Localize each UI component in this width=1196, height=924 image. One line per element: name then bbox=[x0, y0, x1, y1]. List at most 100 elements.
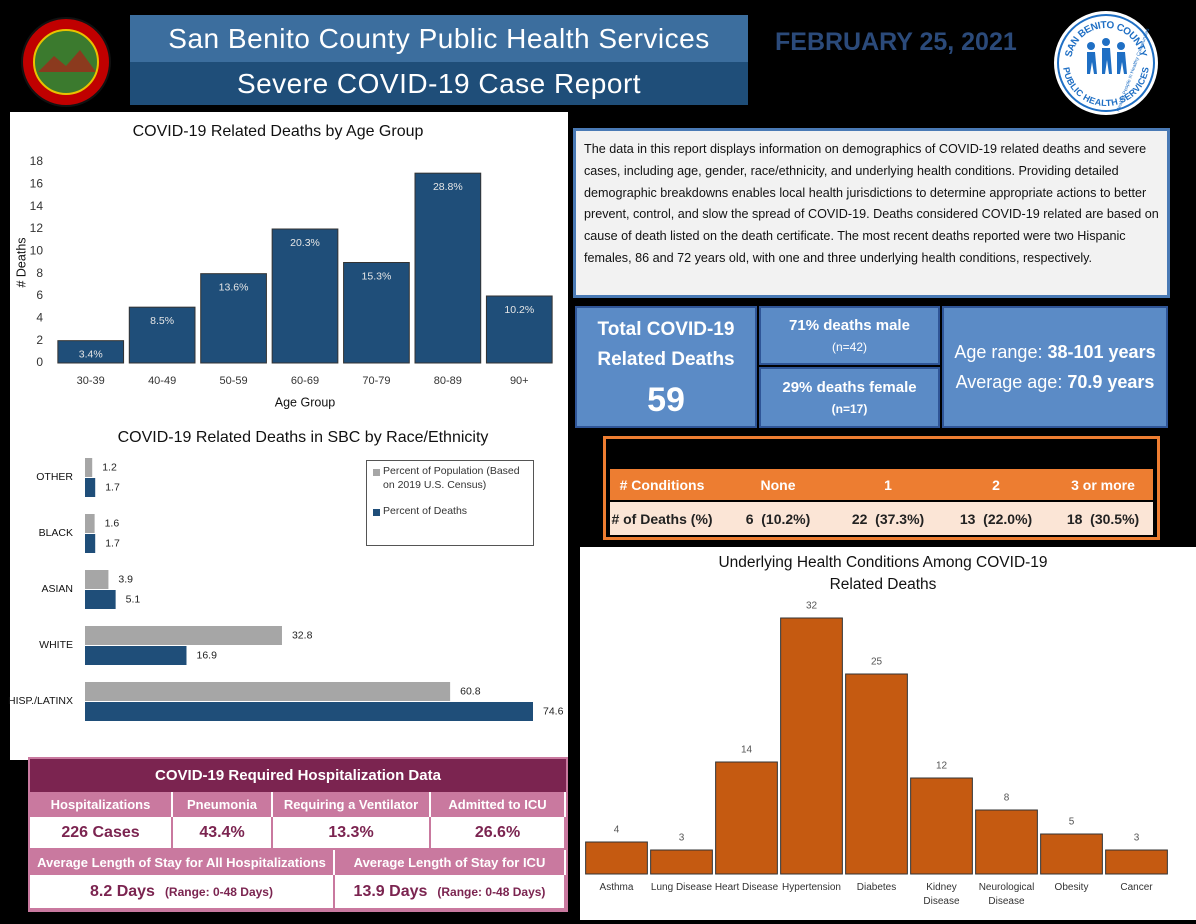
stay-days: 13.9 Days bbox=[353, 882, 428, 900]
legend-swatch bbox=[373, 509, 380, 516]
category-label: ASIAN bbox=[41, 583, 73, 595]
conditions-header-row bbox=[610, 469, 1153, 500]
x-tick-label: Obesity bbox=[1054, 882, 1089, 893]
y-tick-label: 2 bbox=[36, 333, 43, 347]
total-label: Total COVID-19 Related Deaths bbox=[597, 318, 735, 370]
bar bbox=[1105, 849, 1168, 875]
value-label: 1.6 bbox=[105, 517, 120, 529]
conditions-data-cell: # of Deaths (%) bbox=[611, 510, 713, 527]
value-label: 5.1 bbox=[126, 593, 141, 605]
conditions-data-cell: 22 (37.3%) bbox=[851, 510, 925, 527]
category-label: BLACK bbox=[39, 527, 73, 539]
bar-annotation: 15.3% bbox=[362, 270, 392, 282]
conditions-header-cell: None bbox=[760, 476, 796, 493]
value-label: 60.8 bbox=[460, 685, 481, 697]
bar-annotation: 3.4% bbox=[79, 348, 103, 360]
value-label: 3 bbox=[1134, 833, 1140, 844]
bar bbox=[585, 841, 648, 875]
value-label: 32.8 bbox=[292, 629, 313, 641]
bar bbox=[715, 761, 778, 875]
bar bbox=[85, 590, 116, 609]
x-tick-label: Lung Disease bbox=[650, 882, 713, 893]
x-tick-label: 90+ bbox=[510, 375, 529, 387]
health-logo: SAN BENITO COUNTY PUBLIC HEALTH SERVICES… bbox=[1054, 11, 1158, 115]
x-tick-label: 60-69 bbox=[291, 375, 319, 387]
stay-header: Average Length of Stay for ICU bbox=[335, 850, 566, 875]
hospitalization-title: COVID-19 Required Hospitalization Data bbox=[30, 759, 566, 792]
x-tick-label: 40-49 bbox=[148, 375, 176, 387]
value-label: 14 bbox=[741, 745, 753, 756]
chart-title: Underlying Health Conditions Among COVID… bbox=[718, 554, 1048, 593]
stay-value: 13.9 Days (Range: 0-48 Days) bbox=[335, 875, 566, 910]
conditions-header-cell: 2 bbox=[992, 476, 1000, 493]
male-n: (n=42) bbox=[831, 340, 868, 354]
hospitalization-value: 26.6% bbox=[431, 817, 566, 850]
x-tick-label: Kidney Disease bbox=[923, 882, 960, 907]
conditions-data-cell: 18 (30.5%) bbox=[1066, 510, 1140, 527]
x-tick-label: Heart Disease bbox=[714, 882, 779, 893]
total-box: Total COVID-19 Related Deaths 59 bbox=[575, 306, 757, 428]
age-average: Average age: 70.9 years bbox=[956, 367, 1155, 397]
conditions-table: # Conditions None 1 2 3 or more # of Deaths (… bbox=[603, 436, 1160, 540]
x-tick-label: Cancer bbox=[1120, 882, 1153, 893]
category-label: WHITE bbox=[39, 639, 73, 651]
chart-title: COVID-19 Related Deaths in SBC by Race/E… bbox=[118, 429, 489, 446]
legend-label: Percent of Population (Based on 2019 U.S… bbox=[383, 465, 520, 491]
female-n: (n=17) bbox=[831, 402, 868, 416]
legend: Percent of Population (Based on 2019 U.S… bbox=[366, 460, 534, 546]
bar-annotation: 20.3% bbox=[290, 237, 320, 249]
x-axis-label: Age Group bbox=[275, 395, 336, 409]
bar bbox=[845, 673, 908, 875]
legend-swatch bbox=[373, 469, 380, 476]
bar bbox=[85, 534, 96, 553]
y-tick-label: 4 bbox=[36, 311, 43, 325]
bar bbox=[85, 702, 533, 721]
conditions-data-row bbox=[610, 502, 1153, 535]
conditions-header-cell: # Conditions bbox=[619, 476, 705, 493]
y-tick-label: 18 bbox=[30, 154, 44, 168]
hospitalization-value: 226 Cases bbox=[30, 817, 173, 850]
county-seal bbox=[21, 17, 111, 107]
value-label: 4 bbox=[614, 825, 620, 836]
value-label: 1.7 bbox=[105, 481, 120, 493]
bar bbox=[85, 478, 96, 497]
report-date: FEBRUARY 25, 2021 bbox=[775, 28, 1017, 56]
bar bbox=[975, 809, 1038, 875]
bar-annotation: 13.6% bbox=[219, 281, 249, 293]
x-tick-label: 50-59 bbox=[220, 375, 248, 387]
y-axis-label: # Deaths bbox=[14, 237, 28, 287]
bar-annotation: 28.8% bbox=[433, 181, 463, 193]
bar bbox=[85, 514, 95, 533]
bar bbox=[650, 849, 713, 875]
bar bbox=[85, 682, 451, 701]
bar-annotation: 8.5% bbox=[150, 315, 174, 327]
bar bbox=[910, 777, 973, 875]
hospitalization-value: 43.4% bbox=[173, 817, 273, 850]
hospitalization-header: Admitted to ICU bbox=[431, 792, 566, 817]
age-range: Age range: 38-101 years bbox=[954, 337, 1155, 367]
chart-title: COVID-19 Related Deaths by Age Group bbox=[133, 123, 424, 140]
male-text: 71% deaths male bbox=[789, 317, 910, 334]
value-label: 74.6 bbox=[543, 705, 564, 717]
bar bbox=[780, 617, 843, 875]
bar bbox=[343, 262, 410, 364]
stay-range: (Range: 0-48 Days) bbox=[437, 884, 546, 899]
conditions-data-cell: 13 (22.0%) bbox=[959, 510, 1033, 527]
value-label: 8 bbox=[1004, 793, 1010, 804]
x-tick-label: 80-89 bbox=[434, 375, 462, 387]
y-tick-label: 6 bbox=[36, 288, 43, 302]
legend-label: Percent of Deaths bbox=[383, 505, 468, 517]
bar bbox=[485, 295, 553, 364]
value-label: 1.7 bbox=[105, 537, 120, 549]
value-label: 32 bbox=[806, 601, 818, 612]
bar bbox=[271, 228, 339, 364]
y-tick-label: 12 bbox=[30, 221, 44, 235]
category-label: OTHER bbox=[36, 471, 73, 483]
bar bbox=[85, 646, 187, 665]
bar bbox=[414, 172, 482, 364]
female-text: 29% deaths female bbox=[782, 379, 917, 396]
y-tick-label: 10 bbox=[30, 244, 44, 258]
y-tick-label: 0 bbox=[36, 355, 43, 369]
conditions-data-cell: 6 (10.2%) bbox=[745, 510, 811, 527]
